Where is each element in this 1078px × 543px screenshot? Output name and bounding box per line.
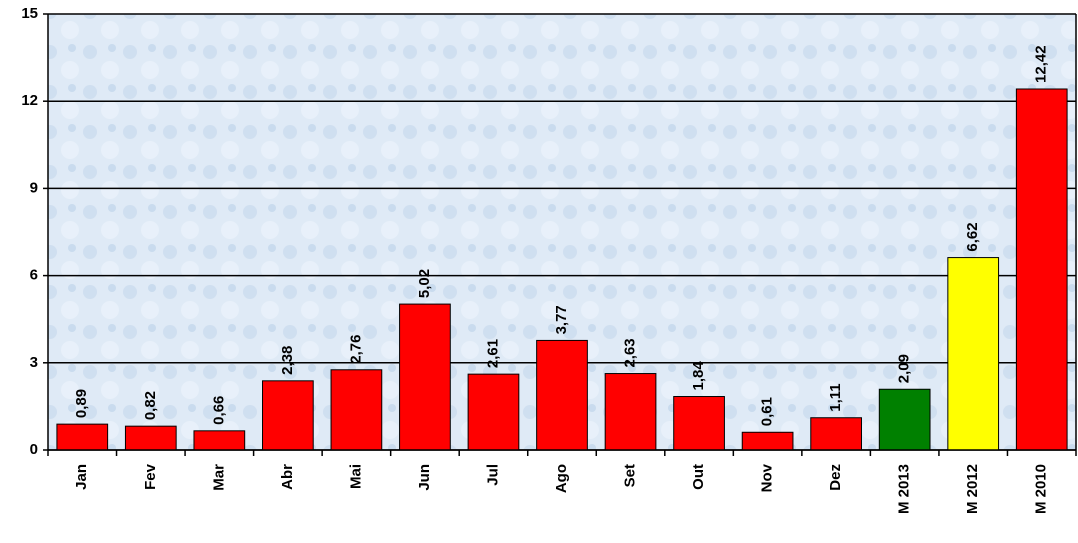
- bar: [1015, 88, 1068, 451]
- value-label: 2,09: [896, 354, 913, 383]
- x-tick-label: Jul: [484, 464, 501, 486]
- y-tick-label: 15: [21, 5, 38, 22]
- value-label: 0,89: [73, 389, 90, 418]
- bar: [330, 369, 383, 451]
- value-label: 3,77: [553, 305, 570, 334]
- bar: [536, 339, 588, 451]
- x-tick-label: M 2013: [896, 464, 913, 514]
- value-label: 12,42: [1033, 45, 1050, 83]
- x-tick-label: Nov: [759, 463, 776, 492]
- x-tick-label: M 2012: [964, 464, 981, 514]
- x-tick-label: Fev: [142, 463, 159, 490]
- bar: [193, 430, 246, 451]
- x-tick-label: Abr: [279, 464, 296, 490]
- y-tick-label: 0: [30, 441, 38, 458]
- bar: [810, 417, 862, 451]
- value-label: 2,63: [622, 338, 639, 367]
- x-tick-label: Set: [622, 464, 639, 487]
- x-tick-label: Jun: [416, 464, 433, 491]
- x-tick-label: Mai: [347, 464, 364, 489]
- value-label: 2,76: [347, 335, 364, 364]
- value-label: 1,84: [690, 361, 707, 391]
- x-tick-label: Jan: [73, 464, 90, 490]
- bar: [741, 431, 794, 451]
- bar: [673, 396, 725, 451]
- bar: [604, 373, 657, 451]
- y-tick-label: 9: [30, 179, 38, 196]
- x-tick-label: Ago: [553, 464, 570, 493]
- bar: [467, 373, 520, 451]
- value-label: 0,82: [142, 391, 159, 420]
- x-tick-label: M 2010: [1033, 464, 1050, 514]
- x-tick-label: Dez: [827, 464, 844, 491]
- value-label: 0,61: [759, 397, 776, 426]
- value-label: 2,61: [484, 339, 501, 368]
- value-label: 5,02: [416, 269, 433, 298]
- value-label: 6,62: [964, 222, 981, 251]
- bar: [124, 425, 177, 451]
- y-tick-label: 6: [30, 267, 38, 284]
- x-tick-label: Out: [690, 464, 707, 490]
- y-tick-label: 12: [21, 92, 38, 109]
- value-label: 0,66: [210, 396, 227, 425]
- x-tick-label: Mar: [210, 464, 227, 491]
- value-label: 2,38: [279, 346, 296, 375]
- bar: [262, 380, 314, 451]
- value-label: 1,11: [827, 383, 844, 411]
- bar: [947, 257, 1000, 451]
- bar: [399, 303, 451, 451]
- bar: [878, 388, 931, 451]
- y-tick-label: 3: [30, 354, 38, 371]
- bar: [56, 423, 109, 451]
